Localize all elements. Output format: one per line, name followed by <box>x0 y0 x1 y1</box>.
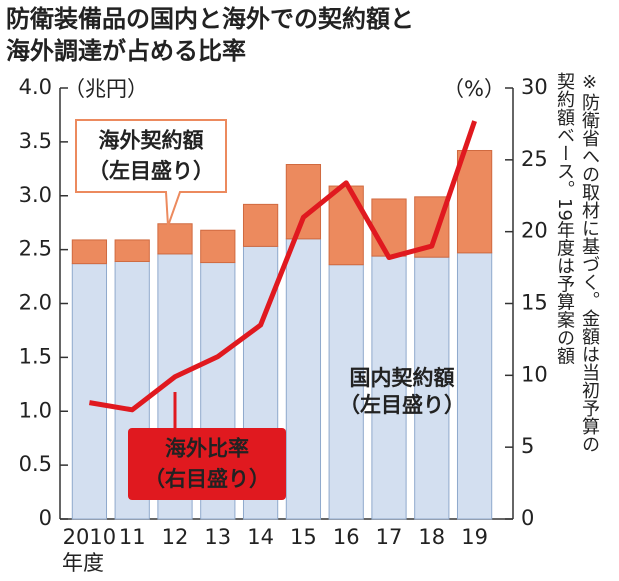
y-tick-label: 2.5 <box>19 237 52 261</box>
bar <box>285 238 322 520</box>
y-tick-label: 1.0 <box>19 398 52 422</box>
bar <box>414 256 450 520</box>
y-tick-label: 3.0 <box>19 183 52 207</box>
legend-label: 海外比率 <box>165 437 249 461</box>
legend-label: （左目盛り） <box>88 159 214 183</box>
x-tick-label: 2010 <box>63 525 116 549</box>
bar <box>328 185 364 266</box>
x-unit: 年度 <box>62 551 104 575</box>
bar <box>114 239 150 262</box>
bar <box>328 264 364 520</box>
y-tick-label: 2.0 <box>19 291 52 315</box>
y-tick-label: 4.0 <box>19 75 52 99</box>
y2-tick-label: 25 <box>521 147 548 171</box>
y2-unit: （%） <box>443 77 505 101</box>
note-line: ※防衛省への取材に基づく。金額は当初予算の <box>579 72 600 453</box>
x-tick-label: 19 <box>461 525 488 549</box>
x-tick-label: 12 <box>162 525 189 549</box>
bar <box>71 263 108 520</box>
bar <box>157 223 193 255</box>
bar <box>371 198 407 257</box>
y2-tick-label: 30 <box>521 75 548 99</box>
x-tick-label: 17 <box>376 525 403 549</box>
y-unit: （兆円） <box>64 77 148 101</box>
bar <box>456 149 493 254</box>
bar <box>456 252 493 520</box>
chart-title: 防衛装備品の国内と海外での契約額と <box>6 5 414 33</box>
x-tick-label: 11 <box>119 525 146 549</box>
x-tick-label: 14 <box>247 525 274 549</box>
x-tick-label: 16 <box>333 525 360 549</box>
callout-box <box>75 119 227 227</box>
y2-tick-label: 10 <box>521 362 548 386</box>
note: ※防衛省への取材に基づく。金額は当初予算の 契約額ベース。19年度は予算案の額 <box>552 72 602 572</box>
note-line: 契約額ベース。19年度は予算案の額 <box>554 72 575 365</box>
legend-label: 国内契約額 <box>350 366 455 390</box>
y-tick-label: 0 <box>39 506 52 530</box>
y2-tick-label: 15 <box>521 291 548 315</box>
x-tick-label: 18 <box>418 525 445 549</box>
y2-tick-label: 20 <box>521 219 548 243</box>
bar <box>200 229 236 264</box>
y2-tick-label: 0 <box>521 506 534 530</box>
y-tick-label: 1.5 <box>19 344 52 368</box>
bar <box>371 255 407 520</box>
y2-tick-label: 5 <box>521 434 534 458</box>
y-tick-label: 3.5 <box>19 129 52 153</box>
chart-title: 海外調達が占める比率 <box>6 37 246 65</box>
legend-label: 海外契約額 <box>99 129 204 153</box>
callout-box <box>128 428 286 500</box>
x-tick-label: 13 <box>204 525 231 549</box>
bar <box>285 164 322 240</box>
line <box>88 120 477 413</box>
legend-label: （左目盛り） <box>339 393 465 417</box>
bar <box>71 239 108 265</box>
x-tick-label: 15 <box>290 525 317 549</box>
y-tick-label: 0.5 <box>19 452 52 476</box>
legend-label: （右目盛り） <box>144 467 270 491</box>
bar <box>242 203 279 247</box>
